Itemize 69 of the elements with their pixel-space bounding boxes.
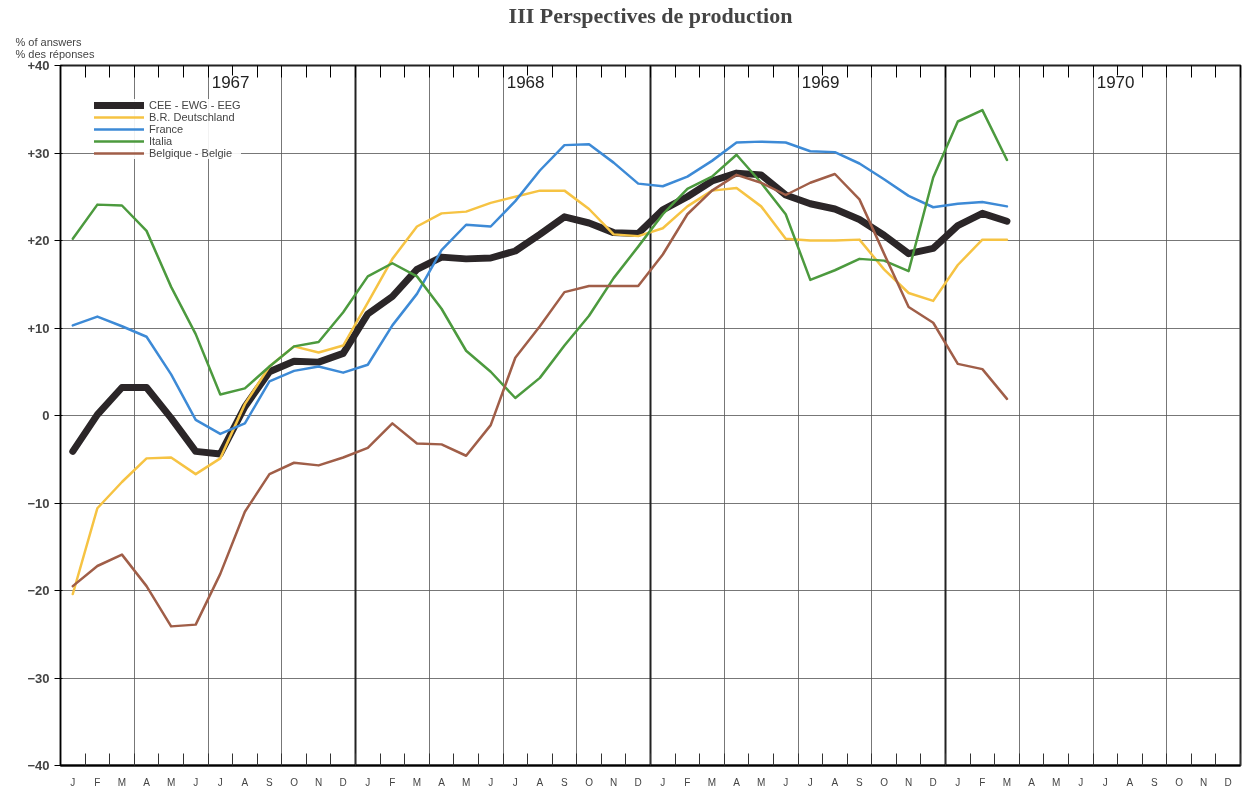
x-tick-label: O: [1175, 776, 1184, 788]
y-tick-label: +40: [27, 58, 50, 73]
annotation: 1970: [1096, 72, 1135, 92]
x-tick-label: O: [585, 776, 594, 788]
x-tick-label: A: [1126, 776, 1134, 788]
annotation: 1968: [506, 72, 545, 92]
y-tick-label: −30: [27, 670, 50, 686]
x-tick-label: A: [831, 776, 839, 788]
x-tick-label: O: [290, 776, 299, 788]
x-tick-label: A: [733, 776, 741, 788]
x-tick-label: S: [1151, 776, 1159, 788]
y-tick-label: 0: [42, 408, 50, 423]
x-tick-label: J: [1078, 776, 1084, 788]
x-tick-label: F: [979, 776, 986, 788]
x-tick-label: D: [634, 776, 642, 788]
x-tick-label: M: [756, 776, 766, 788]
x-tick-label: M: [412, 776, 422, 788]
x-tick-label: F: [389, 776, 396, 788]
x-tick-label: F: [684, 776, 691, 788]
y-tick-label: −20: [27, 583, 50, 598]
x-tick-label: D: [929, 776, 937, 788]
y-tick-label: +30: [27, 145, 50, 161]
legend-label: CEE - EWG - EEG: [149, 99, 241, 111]
x-tick-label: M: [461, 776, 471, 788]
x-tick-label: A: [438, 776, 446, 788]
chart-title: III Perspectives de production: [508, 2, 793, 28]
x-tick-label: A: [536, 776, 544, 788]
x-tick-label: O: [880, 776, 889, 788]
x-tick-label: J: [955, 776, 961, 788]
legend-label: Belgique - Belgie: [149, 147, 233, 159]
x-tick-label: A: [1028, 776, 1036, 788]
y-tick-label: +20: [27, 233, 50, 248]
x-tick-label: A: [143, 776, 151, 788]
x-tick-label: N: [905, 776, 913, 788]
x-tick-label: J: [217, 776, 223, 788]
y-tick-label: −40: [27, 758, 50, 773]
x-tick-label: M: [117, 776, 127, 788]
y-axis-title: % of answers % des réponses: [15, 35, 95, 60]
x-tick-label: D: [1224, 776, 1232, 788]
legend-label: Italia: [149, 135, 173, 147]
line-series: [71, 108, 1009, 400]
legend-label: B.R. Deutschland: [149, 111, 235, 123]
x-tick-label: N: [315, 776, 323, 788]
x-tick-label: J: [660, 776, 666, 788]
y-tick-label: −10: [27, 495, 50, 511]
x-tick-label: M: [1051, 776, 1061, 788]
annotation: 1969: [801, 72, 840, 92]
x-tick-label: N: [1200, 776, 1208, 788]
y-tick-label: +10: [27, 320, 50, 336]
x-tick-label: S: [266, 776, 274, 788]
x-tick-label: J: [365, 776, 371, 788]
x-tick-label: N: [610, 776, 618, 788]
x-tick-label: A: [241, 776, 249, 788]
x-tick-label: J: [807, 776, 813, 788]
x-tick-label: J: [512, 776, 518, 788]
x-tick-label: J: [488, 776, 494, 788]
x-tick-label: J: [193, 776, 199, 788]
x-tick-label: S: [561, 776, 569, 788]
legend-label: France: [149, 123, 184, 135]
x-tick-label: S: [856, 776, 864, 788]
x-tick-label: D: [339, 776, 347, 788]
x-tick-label: J: [1102, 776, 1108, 788]
x-tick-label: J: [70, 776, 76, 788]
x-tick-label: M: [707, 776, 717, 788]
x-tick-label: M: [1002, 776, 1012, 788]
x-tick-label: J: [783, 776, 789, 788]
annotation: 1967: [211, 72, 250, 92]
x-tick-label: M: [166, 776, 176, 788]
x-tick-label: F: [94, 776, 101, 788]
